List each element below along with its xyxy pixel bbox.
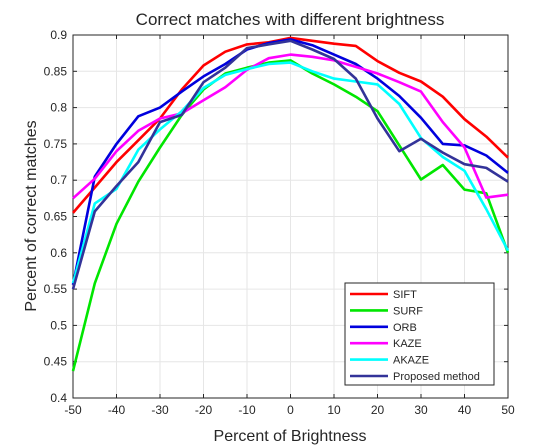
y-tick-label: 0.4 [50, 391, 67, 405]
x-tick-label: 50 [501, 403, 515, 417]
x-ticks: -50 -40 -30 -20 -10 0 10 20 30 40 50 [64, 35, 515, 417]
y-ticks: 0.4 0.45 0.5 0.55 0.6 0.65 0.7 0.75 0.8 0.85 0.9 [44, 28, 508, 405]
legend-label: Proposed method [393, 371, 480, 383]
y-tick-label: 0.65 [44, 210, 68, 224]
y-tick-label: 0.6 [50, 246, 67, 260]
x-tick-label: -10 [238, 403, 256, 417]
x-tick-label: 40 [458, 403, 472, 417]
y-tick-label: 0.7 [50, 173, 67, 187]
series-line-proposed-method [71, 39, 509, 290]
y-tick-label: 0.85 [44, 64, 68, 78]
chart-title: Correct matches with different brightnes… [136, 10, 445, 29]
y-axis-label: Percent of correct matches [23, 120, 40, 311]
x-tick-label: -50 [64, 403, 82, 417]
x-tick-label: -20 [195, 403, 213, 417]
legend-box [344, 282, 495, 386]
x-tick-label: 10 [327, 403, 341, 417]
legend-label: AKAZE [393, 355, 429, 367]
x-tick-label: -30 [151, 403, 169, 417]
series-line-akaze [71, 61, 510, 284]
x-tick-label: 20 [371, 403, 385, 417]
series-lines [71, 36, 510, 372]
legend-label: SIFT [393, 289, 417, 301]
series-line-sift [72, 36, 509, 214]
legend-label: KAZE [393, 338, 422, 350]
y-tick-label: 0.55 [44, 282, 68, 296]
x-tick-label: -40 [108, 403, 126, 417]
x-tick-label: 30 [414, 403, 428, 417]
legend-label: SURF [393, 305, 423, 317]
series-line-kaze [72, 53, 509, 200]
y-tick-label: 0.45 [44, 355, 68, 369]
y-tick-label: 0.75 [44, 137, 68, 151]
y-tick-label: 0.9 [50, 28, 67, 42]
y-tick-label: 0.5 [50, 318, 67, 332]
x-tick-label: 0 [287, 403, 294, 417]
legend-label: ORB [393, 322, 417, 334]
series-line-orb [71, 38, 509, 285]
x-axis-label: Percent of Brightness [214, 428, 367, 445]
series-line-surf [71, 59, 510, 372]
y-tick-label: 0.8 [50, 101, 67, 115]
legend: SIFT SURF ORB KAZE AKAZE Proposed method [344, 282, 495, 386]
